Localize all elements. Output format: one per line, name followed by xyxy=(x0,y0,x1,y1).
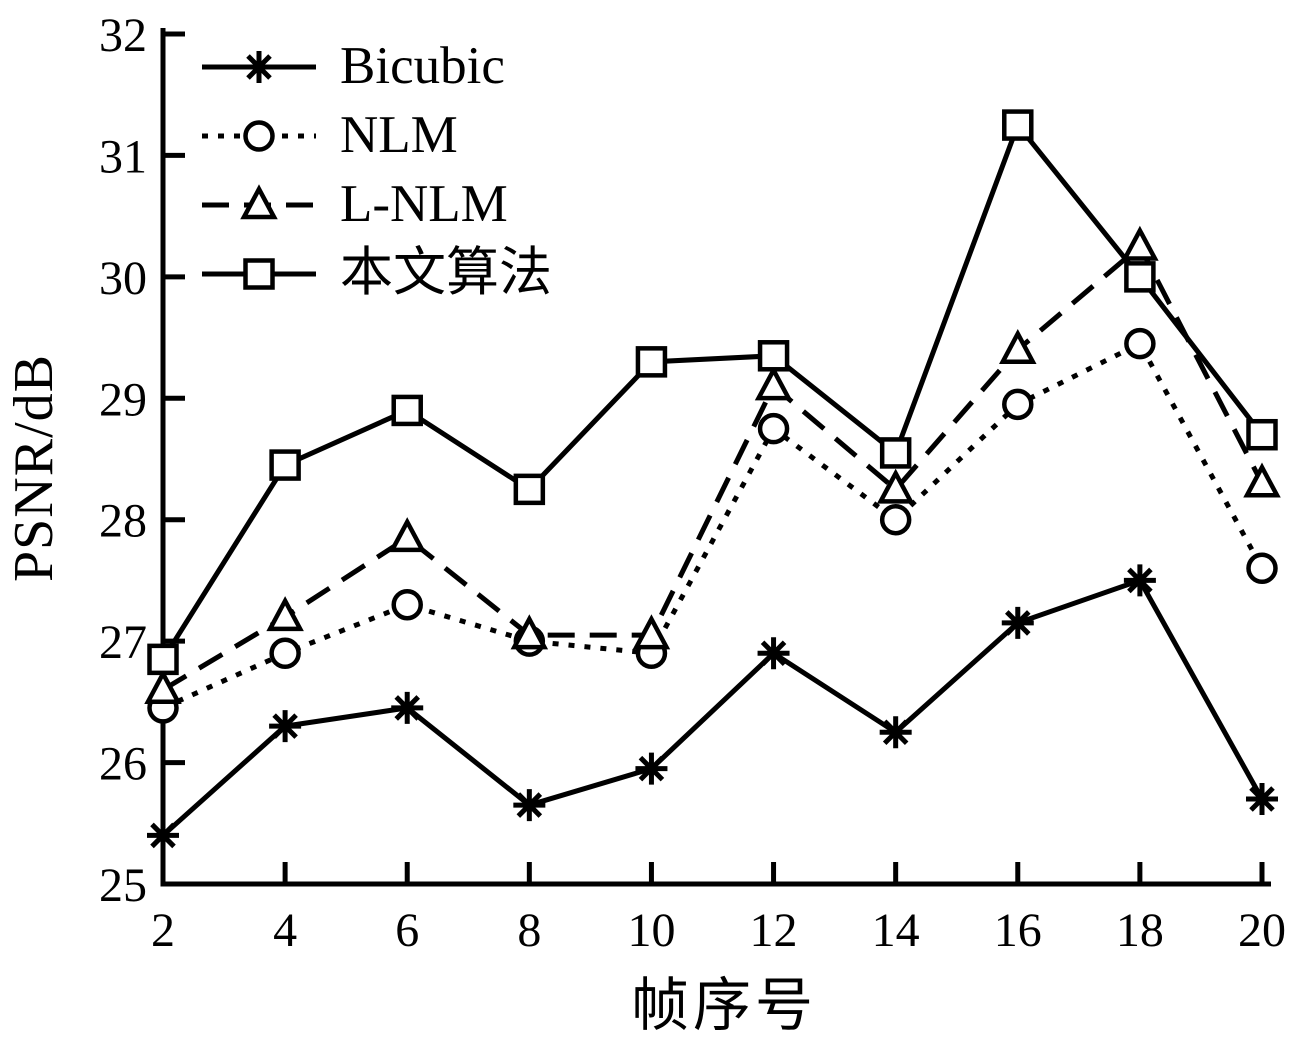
x-tick-label: 2 xyxy=(151,904,175,957)
L-NLM-marker xyxy=(1121,225,1159,261)
Bicubic-marker xyxy=(879,716,912,749)
legend-label-bicubic: Bicubic xyxy=(340,37,505,95)
x-axis-title: 帧序号 xyxy=(630,973,818,1038)
本文算法-marker xyxy=(1246,418,1278,451)
本文算法-marker xyxy=(879,437,912,469)
L-NLM-marker xyxy=(754,365,793,401)
NLM-marker xyxy=(757,412,790,445)
x-tick-label: 6 xyxy=(395,904,419,957)
legend-label-proposed: 本文算法 xyxy=(340,244,552,302)
y-tick-label: 30 xyxy=(99,252,147,305)
L-NLM-marker xyxy=(266,596,304,632)
bicubic-legend-marker-icon xyxy=(202,50,316,83)
legend-item-nlm: NLM xyxy=(200,101,552,170)
L-NLM-marker xyxy=(388,517,426,553)
Bicubic-marker xyxy=(1246,783,1278,815)
本文算法-line xyxy=(160,120,1264,661)
本文算法-marker xyxy=(513,473,546,506)
lnlm-legend-marker-icon xyxy=(202,183,316,219)
x-tick-label: 10 xyxy=(627,904,675,957)
NLM-marker xyxy=(1002,388,1034,421)
L-NLM-marker xyxy=(999,328,1037,364)
NLM-marker xyxy=(1124,327,1156,360)
x-tick-label: 20 xyxy=(1238,904,1286,957)
y-tick-label: 26 xyxy=(99,738,147,791)
y-tick-label: 27 xyxy=(99,616,147,669)
L-NLM-marker xyxy=(510,614,549,650)
本文算法-legend-marker xyxy=(243,257,275,290)
Bicubic-marker xyxy=(635,752,668,785)
NLM-marker xyxy=(391,588,423,621)
Bicubic-legend-marker xyxy=(243,50,275,83)
Bicubic-marker xyxy=(391,691,424,724)
legend-label-lnlm: L-NLM xyxy=(340,175,508,233)
Bicubic-marker xyxy=(513,789,546,822)
本文算法-marker xyxy=(391,394,423,427)
legend: Bicubic NLM L-NLM 本文算法 xyxy=(200,32,552,308)
x-tick-label: 8 xyxy=(517,904,541,957)
L-NLM-marker xyxy=(632,614,671,650)
x-tick-label: 14 xyxy=(872,904,920,957)
x-tick-label: 16 xyxy=(994,904,1042,957)
y-tick-label: 25 xyxy=(99,859,147,912)
x-tick-label: 18 xyxy=(1116,904,1164,957)
NLM-legend-marker xyxy=(243,119,275,152)
x-tick-label: 12 xyxy=(750,904,798,957)
y-tick-label: 28 xyxy=(99,495,147,548)
y-tick-label: 29 xyxy=(99,373,147,426)
L-NLM-marker xyxy=(876,468,915,504)
NLM-line xyxy=(161,340,1265,711)
proposed-legend-marker-icon xyxy=(202,257,316,290)
本文算法-marker xyxy=(269,449,301,481)
本文算法-marker xyxy=(757,340,790,372)
legend-item-lnlm: L-NLM xyxy=(200,170,552,239)
NLM-marker xyxy=(879,503,912,536)
L-NLM-marker xyxy=(144,668,182,704)
本文算法-marker xyxy=(1002,109,1034,141)
legend-label-nlm: NLM xyxy=(340,106,458,164)
L-NLM-line xyxy=(161,242,1265,692)
legend-item-bicubic: Bicubic xyxy=(200,32,552,101)
Bicubic-line xyxy=(161,577,1265,838)
legend-item-proposed: 本文算法 xyxy=(200,239,552,308)
nlm-legend-marker-icon xyxy=(202,119,316,152)
NLM-marker xyxy=(269,637,301,670)
Bicubic-marker xyxy=(1001,606,1034,639)
Bicubic-marker xyxy=(147,819,179,852)
Bicubic-marker xyxy=(269,710,302,743)
L-NLM-legend-marker xyxy=(240,183,278,219)
y-tick-label: 32 xyxy=(99,9,147,62)
y-axis-title: PSNR/dB xyxy=(3,354,65,582)
NLM-marker xyxy=(1246,552,1278,585)
L-NLM-marker xyxy=(1243,462,1281,498)
本文算法-marker xyxy=(635,346,668,378)
本文算法-marker xyxy=(1124,261,1156,293)
Bicubic-marker xyxy=(1123,564,1156,597)
y-tick-label: 31 xyxy=(99,130,147,183)
Bicubic-marker xyxy=(757,637,790,670)
x-tick-label: 4 xyxy=(273,904,297,957)
本文算法-marker xyxy=(147,643,179,676)
